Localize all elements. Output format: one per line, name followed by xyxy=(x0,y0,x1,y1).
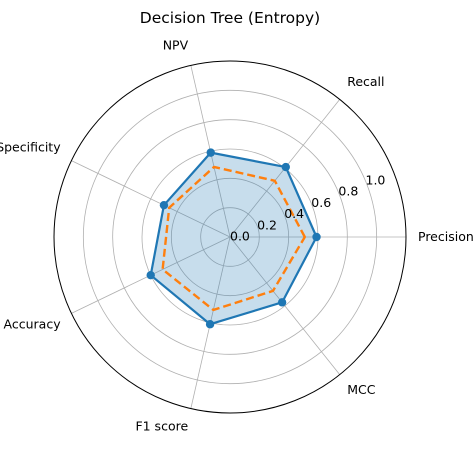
radial-tick-label: 0.6 xyxy=(311,195,331,210)
series-area xyxy=(150,152,317,325)
data-point xyxy=(281,162,290,172)
data-point xyxy=(159,200,169,210)
axis-label: F1 score xyxy=(135,418,188,433)
labels-layer: 0.0 0.2 0.4 0.6 0.8 1.0 Precision Recall NPV Spec… xyxy=(0,38,474,434)
radial-tick-label: 1.0 xyxy=(366,172,386,187)
radial-tick-label: 0.2 xyxy=(257,217,277,232)
series-line xyxy=(161,165,306,312)
axis-label: Precision xyxy=(418,229,474,244)
axis-label: MCC xyxy=(347,382,376,397)
outer-frame xyxy=(53,60,407,414)
data-point xyxy=(277,298,287,307)
axis-label: Specificity xyxy=(0,139,61,154)
data-point xyxy=(146,270,155,280)
axis-label: Accuracy xyxy=(4,317,62,332)
grid-circle xyxy=(200,207,260,267)
grid-circle xyxy=(170,177,290,297)
data-point xyxy=(206,148,215,157)
data-point xyxy=(312,232,321,242)
radial-tick-label: 0.4 xyxy=(284,206,304,221)
grid-circle xyxy=(82,89,378,385)
radial-tick-label: 0.8 xyxy=(338,184,358,199)
chart-title: Decision Tree (Entropy) xyxy=(140,9,320,27)
grid-circle xyxy=(112,119,348,355)
radial-tick-label: 0.0 xyxy=(230,229,250,244)
series-line xyxy=(149,151,318,326)
series-layer xyxy=(146,148,321,329)
axis-label: Recall xyxy=(347,74,384,89)
axis-label: NPV xyxy=(163,38,189,53)
data-point xyxy=(205,320,215,329)
